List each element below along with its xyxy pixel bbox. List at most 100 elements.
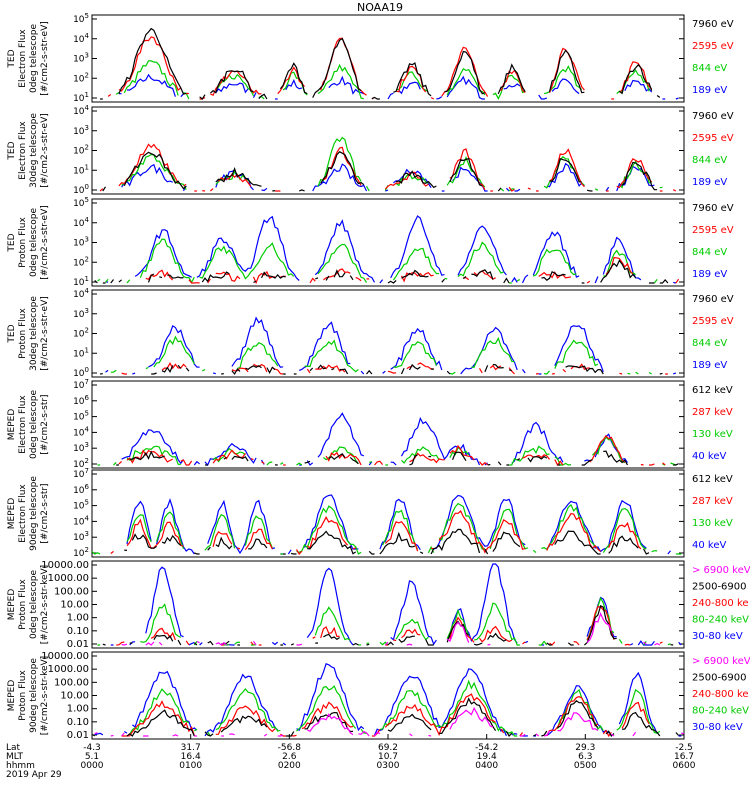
- x-tick-label: 19.4: [477, 752, 497, 762]
- y-tick-label: 0.01: [67, 730, 89, 741]
- y-tick-label: 0.10: [67, 626, 89, 637]
- series-line-130-kev: [97, 437, 681, 465]
- x-tick-label: -2.5: [675, 743, 693, 753]
- x-tick-label: 16.7: [674, 752, 694, 762]
- y-tick-label: 103: [73, 441, 89, 454]
- legend-entry: 7960 eV: [692, 294, 734, 305]
- legend-entry: 189 eV: [692, 85, 727, 96]
- x-tick-label: 29.3: [575, 743, 595, 753]
- y-axis-label: [#/cm2-s-str-eV]: [40, 296, 50, 371]
- legend-entry: 7960 eV: [692, 203, 734, 214]
- y-axis-label: Electron Flux: [18, 121, 28, 180]
- x-tick-label: 2.6: [282, 752, 297, 762]
- y-axis-label: MEPED: [7, 589, 17, 621]
- date-label: 2019 Apr 29: [6, 770, 62, 780]
- legend-entry: 2500-6900: [692, 582, 747, 593]
- legend-entry: 287 keV: [692, 496, 733, 507]
- x-row-label: MLT: [6, 752, 24, 762]
- panel-meped-electron-0deg: 102 103 104 105 106 107 MEPED Electron Flux 0deg…: [7, 378, 733, 470]
- x-tick-label: 0600: [673, 761, 696, 771]
- panel-ted-proton-30deg: 100 101 102 103 104 TED Proton Flux 30deg teles…: [7, 287, 734, 379]
- y-tick-label: 1.00: [67, 613, 89, 624]
- y-axis-label: MEPED: [7, 680, 17, 712]
- y-axis-label: 30deg telescope: [29, 113, 39, 188]
- y-axis-label: [#/cm2-s-str-eV]: [40, 21, 50, 96]
- y-tick-label: 105: [73, 499, 89, 512]
- series-line--6900-kev: [94, 706, 685, 737]
- y-tick-label: 105: [73, 410, 89, 423]
- y-tick-label: 1.00: [67, 704, 89, 715]
- legend-entry: 130 keV: [692, 429, 733, 440]
- y-tick-label: 100.00: [54, 586, 89, 597]
- y-axis-label: Electron Flux: [18, 29, 28, 88]
- legend-entry: > 6900 keV: [692, 656, 750, 667]
- y-axis-label: TED: [7, 233, 17, 252]
- y-axis-label: 90deg telescope: [29, 658, 39, 733]
- legend-entry: 844 eV: [692, 63, 727, 74]
- x-tick-label: -4.3: [83, 743, 101, 753]
- y-axis-label: [#/cm2-s-str-eV]: [40, 205, 50, 280]
- y-axis-label: 0deg telescope: [29, 208, 39, 278]
- x-tick-label: 0100: [179, 761, 202, 771]
- x-tick-label: 0400: [475, 761, 498, 771]
- y-axis-label: 90deg telescope: [29, 476, 39, 551]
- series-line-40-kev: [122, 413, 682, 465]
- panel-frame: [91, 380, 685, 469]
- y-tick-label: 105: [73, 196, 89, 209]
- y-axis-label: 0deg telescope: [29, 570, 39, 640]
- y-axis-label: Electron Flux: [18, 395, 28, 454]
- y-tick-label: 101: [73, 346, 89, 359]
- series-line-287-kev: [119, 436, 681, 465]
- y-axis-label: MEPED: [7, 498, 17, 530]
- y-tick-label: 103: [73, 124, 89, 137]
- legend-entry: 2500-6900: [692, 673, 747, 684]
- legend-entry: 30-80 keV: [692, 631, 743, 642]
- series-line-7960-ev: [100, 29, 684, 99]
- legend-entry: 80-240 keV: [692, 615, 749, 626]
- y-tick-label: 104: [73, 32, 89, 45]
- y-tick-label: 103: [73, 52, 89, 65]
- y-tick-label: 105: [73, 12, 89, 25]
- y-tick-label: 104: [73, 514, 89, 527]
- x-tick-label: 31.7: [181, 743, 201, 753]
- legend-entry: 240-800 ke: [692, 689, 749, 700]
- panel-frame: [91, 106, 685, 195]
- legend-entry: 287 keV: [692, 407, 733, 418]
- chart-title: NOAA19: [357, 1, 403, 14]
- y-tick-label: 0.10: [67, 717, 89, 728]
- x-tick-label: 0200: [278, 761, 301, 771]
- x-axis-labels: -4.35.1000031.716.40100-56.82.6020069.21…: [6, 734, 696, 780]
- x-tick-label: 10.7: [378, 752, 398, 762]
- series-line-30-80-kev: [110, 563, 682, 646]
- y-axis-label: TED: [7, 49, 17, 68]
- x-row-label: hhmm: [6, 761, 35, 771]
- y-tick-label: 107: [73, 378, 89, 391]
- series-line-189-ev: [105, 316, 677, 375]
- legend-entry: 130 keV: [692, 518, 733, 529]
- legend-entry: 2595 eV: [692, 225, 734, 236]
- panel-ted-proton-0deg: 101 102 103 104 105 TED Proton Flux 0deg telesc…: [7, 196, 734, 288]
- legend-entry: 30-80 keV: [692, 722, 743, 733]
- y-tick-label: 103: [73, 530, 89, 543]
- y-tick-label: 10.00: [60, 600, 89, 611]
- legend-entry: 2595 eV: [692, 133, 734, 144]
- x-tick-label: -54.2: [475, 743, 498, 753]
- y-axis-label: Electron Flux: [18, 484, 28, 543]
- x-tick-label: 6.3: [578, 752, 592, 762]
- y-tick-label: 0.01: [67, 639, 89, 650]
- y-axis-label: TED: [7, 141, 17, 160]
- y-tick-label: 101: [73, 275, 89, 288]
- y-tick-label: 100: [73, 366, 89, 379]
- y-tick-label: 104: [73, 425, 89, 438]
- x-tick-label: 0500: [574, 761, 597, 771]
- legend-entry: 7960 eV: [692, 19, 734, 30]
- series-line-844-ev: [111, 337, 684, 374]
- x-tick-label: 0300: [377, 761, 400, 771]
- y-axis-label: Proton Flux: [18, 308, 28, 359]
- y-tick-label: 107: [73, 467, 89, 480]
- legend-entry: 80-240 keV: [692, 706, 749, 717]
- y-tick-label: 104: [73, 216, 89, 229]
- x-tick-label: 16.4: [181, 752, 201, 762]
- y-tick-label: 104: [73, 287, 89, 300]
